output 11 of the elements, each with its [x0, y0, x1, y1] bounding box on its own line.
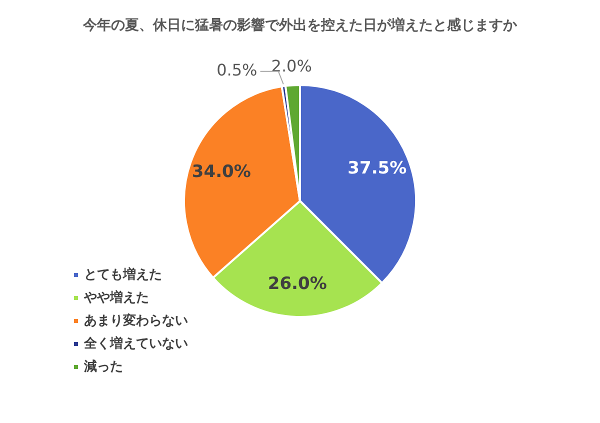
legend-label: 全く増えていない	[83, 335, 188, 352]
legend-label: 減った	[83, 359, 123, 374]
data-label: 26.0%	[268, 274, 327, 294]
chart-title: 今年の夏、休日に猛暑の影響で外出を控えた日が増えたと感じますか	[82, 16, 518, 34]
legend-label: あまり変わらない	[84, 312, 188, 328]
data-label: 37.5%	[348, 158, 407, 178]
legend-label: やや増えた	[83, 289, 149, 306]
data-label: 0.5%	[216, 60, 258, 80]
legend-label: とても増えた	[84, 266, 162, 282]
data-label: 2.0%	[271, 56, 312, 76]
data-label: 34.0%	[192, 162, 251, 182]
